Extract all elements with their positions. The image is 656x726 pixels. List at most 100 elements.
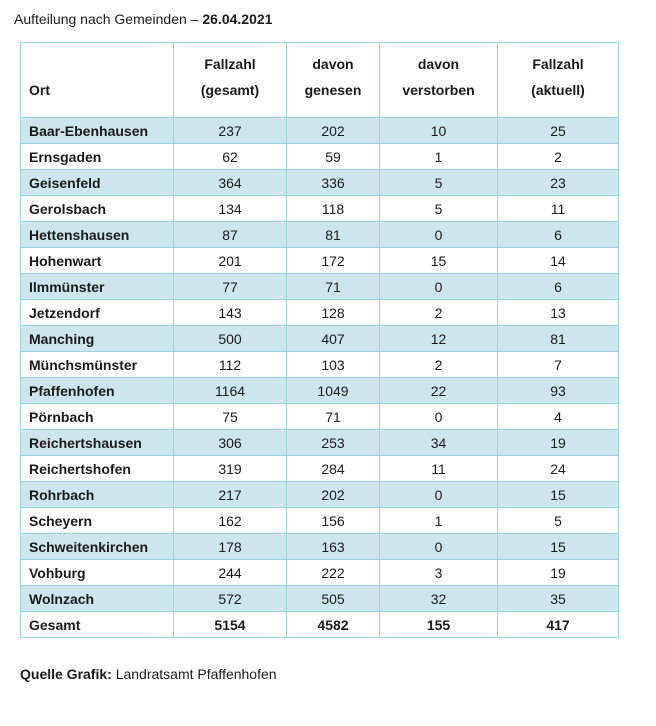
cell-davon-verstorben: 15 [379,247,498,274]
column-header-ort: Ort [20,42,174,118]
cell-davon-genesen: 156 [286,507,380,534]
cell-fallzahl-gesamt: 364 [173,169,287,196]
cell-ort: Ernsgaden [20,143,174,170]
cell-davon-genesen: 163 [286,533,380,560]
header-line: verstorben [402,82,475,98]
header-row: Ort Fallzahl (gesamt) davon genesen davo… [20,42,619,118]
cell-ort: Baar-Ebenhausen [20,117,174,144]
table-row: Geisenfeld 364 336 5 23 [20,169,619,196]
cell-ort: Rohrbach [20,481,174,508]
cell-fallzahl-aktuell: 13 [497,299,619,326]
table-row: Wolnzach 572 505 32 35 [20,585,619,612]
cell-ort: Jetzendorf [20,299,174,326]
table-row: Münchsmünster 112 103 2 7 [20,351,619,378]
table-row: Rohrbach 217 202 0 15 [20,481,619,508]
table-row: Hettenshausen 87 81 0 6 [20,221,619,248]
table-row: Gerolsbach 134 118 5 11 [20,195,619,222]
cell-davon-verstorben: 0 [379,403,498,430]
cell-ort: Pfaffenhofen [20,377,174,404]
cell-fallzahl-aktuell: 19 [497,559,619,586]
cell-fallzahl-gesamt: 217 [173,481,287,508]
cell-ort: Hohenwart [20,247,174,274]
header-line: Fallzahl [204,56,256,72]
cell-davon-verstorben: 11 [379,455,498,482]
table-row: Scheyern 162 156 1 5 [20,507,619,534]
cell-fallzahl-gesamt: 77 [173,273,287,300]
cell-fallzahl-aktuell: 15 [497,533,619,560]
header-line: (aktuell) [531,82,585,98]
cell-gesamt-total: 5154 [173,611,287,638]
cell-davon-verstorben: 2 [379,351,498,378]
table-row: Ilmmünster 77 71 0 6 [20,273,619,300]
cell-fallzahl-aktuell: 19 [497,429,619,456]
cell-fallzahl-gesamt: 134 [173,195,287,222]
table-row: Reichertshofen 319 284 11 24 [20,455,619,482]
cell-fallzahl-aktuell: 6 [497,273,619,300]
cell-fallzahl-aktuell: 15 [497,481,619,508]
cell-davon-verstorben: 2 [379,299,498,326]
cell-fallzahl-gesamt: 500 [173,325,287,352]
cell-fallzahl-aktuell: 5 [497,507,619,534]
header-line: (gesamt) [200,82,260,98]
cell-davon-verstorben: 12 [379,325,498,352]
cell-davon-genesen: 202 [286,481,380,508]
cell-davon-genesen: 103 [286,351,380,378]
header-line: Ort [29,82,50,98]
table-row: Baar-Ebenhausen 237 202 10 25 [20,117,619,144]
cell-davon-genesen: 407 [286,325,380,352]
table-row: Vohburg 244 222 3 19 [20,559,619,586]
cell-davon-verstorben: 32 [379,585,498,612]
header-line: davon [417,56,460,72]
cell-davon-verstorben: 0 [379,533,498,560]
cell-fallzahl-aktuell: 23 [497,169,619,196]
cell-fallzahl-gesamt: 237 [173,117,287,144]
table-row: Hohenwart 201 172 15 14 [20,247,619,274]
table-body: Baar-Ebenhausen 237 202 10 25 Ernsgaden … [20,117,619,612]
column-header-davon-verstorben: davon verstorben [379,42,498,118]
cell-fallzahl-aktuell: 7 [497,351,619,378]
cell-davon-genesen: 505 [286,585,380,612]
cell-fallzahl-gesamt: 87 [173,221,287,248]
page-title: Aufteilung nach Gemeinden – 26.04.2021 [14,10,656,28]
cell-fallzahl-gesamt: 306 [173,429,287,456]
table-row: Schweitenkirchen 178 163 0 15 [20,533,619,560]
cell-davon-verstorben: 5 [379,169,498,196]
total-row: Gesamt 5154 4582 155 417 [20,611,619,638]
cell-fallzahl-gesamt: 62 [173,143,287,170]
header-line: Fallzahl [532,56,584,72]
column-header-davon-genesen: davon genesen [286,42,380,118]
header-line: genesen [304,82,362,98]
cell-ort: Manching [20,325,174,352]
table-row: Pörnbach 75 71 0 4 [20,403,619,430]
cell-ort: Gerolsbach [20,195,174,222]
table-row: Manching 500 407 12 81 [20,325,619,352]
source-caption: Quelle Grafik: Landratsamt Pfaffenhofen [20,665,656,683]
header-line: davon [312,56,354,72]
column-header-fallzahl-aktuell: Fallzahl (aktuell) [497,42,619,118]
cell-fallzahl-gesamt: 201 [173,247,287,274]
cell-davon-genesen: 59 [286,143,380,170]
cell-fallzahl-gesamt: 75 [173,403,287,430]
cell-davon-genesen: 253 [286,429,380,456]
cell-fallzahl-aktuell: 25 [497,117,619,144]
title-text: Aufteilung nach Gemeinden – [14,11,203,27]
cell-ort: Münchsmünster [20,351,174,378]
cell-aktuell-total: 417 [497,611,619,638]
cell-fallzahl-aktuell: 81 [497,325,619,352]
cell-fallzahl-gesamt: 1164 [173,377,287,404]
cell-davon-verstorben: 3 [379,559,498,586]
cell-davon-verstorben: 5 [379,195,498,222]
cell-davon-genesen: 71 [286,273,380,300]
cell-ort: Reichertshofen [20,455,174,482]
cell-davon-genesen: 81 [286,221,380,248]
cell-ort: Hettenshausen [20,221,174,248]
cell-ort: Schweitenkirchen [20,533,174,560]
cell-fallzahl-gesamt: 112 [173,351,287,378]
cell-fallzahl-aktuell: 6 [497,221,619,248]
cell-fallzahl-aktuell: 35 [497,585,619,612]
cell-davon-genesen: 284 [286,455,380,482]
cell-fallzahl-gesamt: 162 [173,507,287,534]
cell-davon-verstorben: 1 [379,143,498,170]
table-row: Jetzendorf 143 128 2 13 [20,299,619,326]
